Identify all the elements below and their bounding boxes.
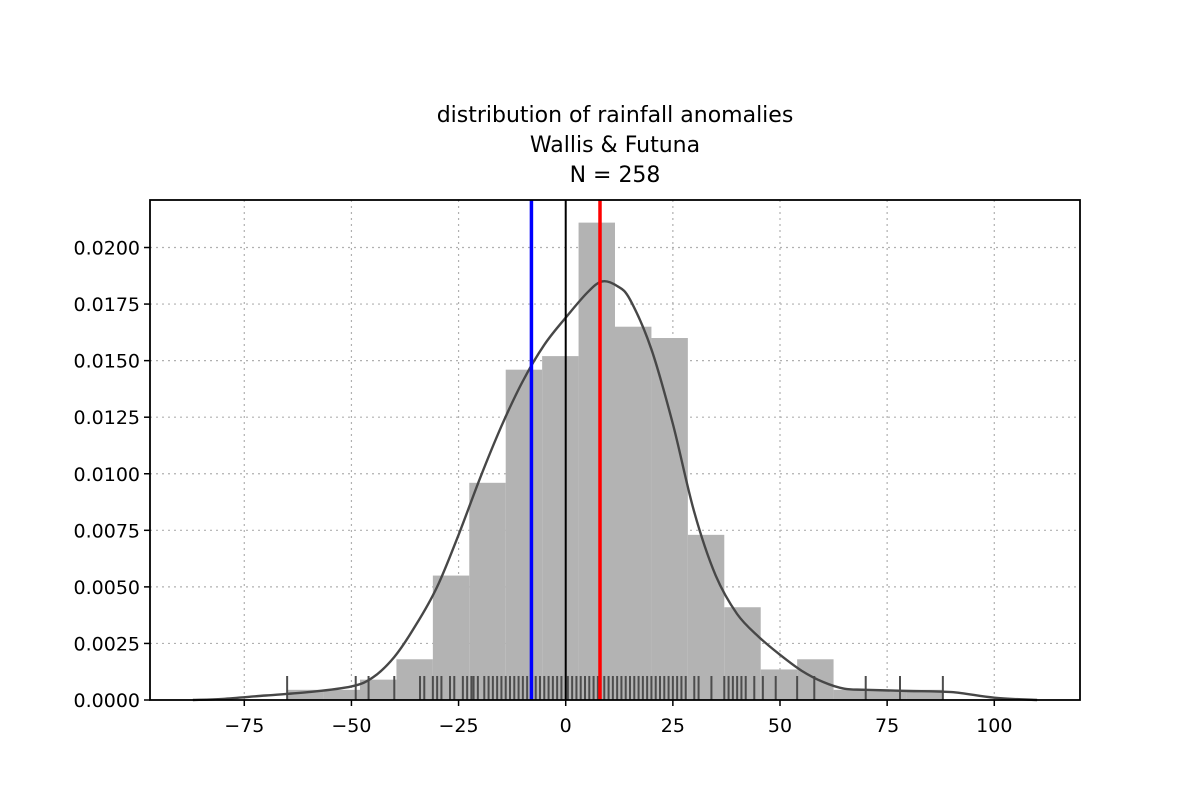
x-tick-label: −50 <box>331 715 371 737</box>
x-tick-label: −25 <box>439 715 479 737</box>
rug-ticks <box>286 676 944 700</box>
histogram-bar <box>833 689 870 700</box>
y-tick-label: 0.0125 <box>74 407 140 429</box>
x-axis: −75 −50 −25 0 25 50 75 100 <box>224 700 1012 737</box>
histogram-bar <box>469 482 506 700</box>
histogram-bar <box>396 659 433 700</box>
chart-title-line-2: Wallis & Futuna <box>530 133 700 158</box>
y-tick-label: 0.0150 <box>74 351 140 373</box>
histogram-bar <box>615 326 652 700</box>
y-tick-label: 0.0075 <box>74 520 140 542</box>
plot-frame <box>149 199 1081 701</box>
histogram-bar <box>906 689 943 700</box>
histogram-bar <box>505 369 543 700</box>
y-tick-label: 0.0200 <box>74 238 140 260</box>
x-tick-label: 100 <box>976 715 1012 737</box>
x-tick-label: 25 <box>661 715 685 737</box>
histogram-bars <box>287 222 943 700</box>
grid <box>150 200 1080 700</box>
x-tick-label: 50 <box>768 715 792 737</box>
histogram-bar <box>287 689 324 700</box>
histogram-bar <box>687 534 725 700</box>
histogram-bar <box>323 689 360 700</box>
y-tick-label: 0.0050 <box>74 577 140 599</box>
histogram-bar <box>651 338 688 700</box>
histogram-bar <box>542 356 579 700</box>
histogram-bar <box>870 689 907 700</box>
reference-lines <box>529 200 602 700</box>
y-tick-label: 0.0100 <box>74 464 140 486</box>
y-tick-label: 0.0025 <box>74 633 140 655</box>
x-tick-label: 75 <box>875 715 899 737</box>
kde-curve <box>192 279 1038 702</box>
y-tick-label: 0.0175 <box>74 294 140 316</box>
histogram-bar <box>760 669 798 700</box>
kde-curve-group <box>192 279 1038 702</box>
chart-title-line-1: distribution of rainfall anomalies <box>437 103 794 128</box>
x-tick-label: −75 <box>224 715 264 737</box>
y-tick-label: 0.0000 <box>74 690 140 712</box>
chart-title-line-3: N = 258 <box>570 163 661 188</box>
x-tick-label: 0 <box>560 715 572 737</box>
y-axis: 0.0000 0.0025 0.0050 0.0075 0.0100 0.0125 0.01… <box>74 238 150 712</box>
histogram-bar <box>578 222 615 700</box>
